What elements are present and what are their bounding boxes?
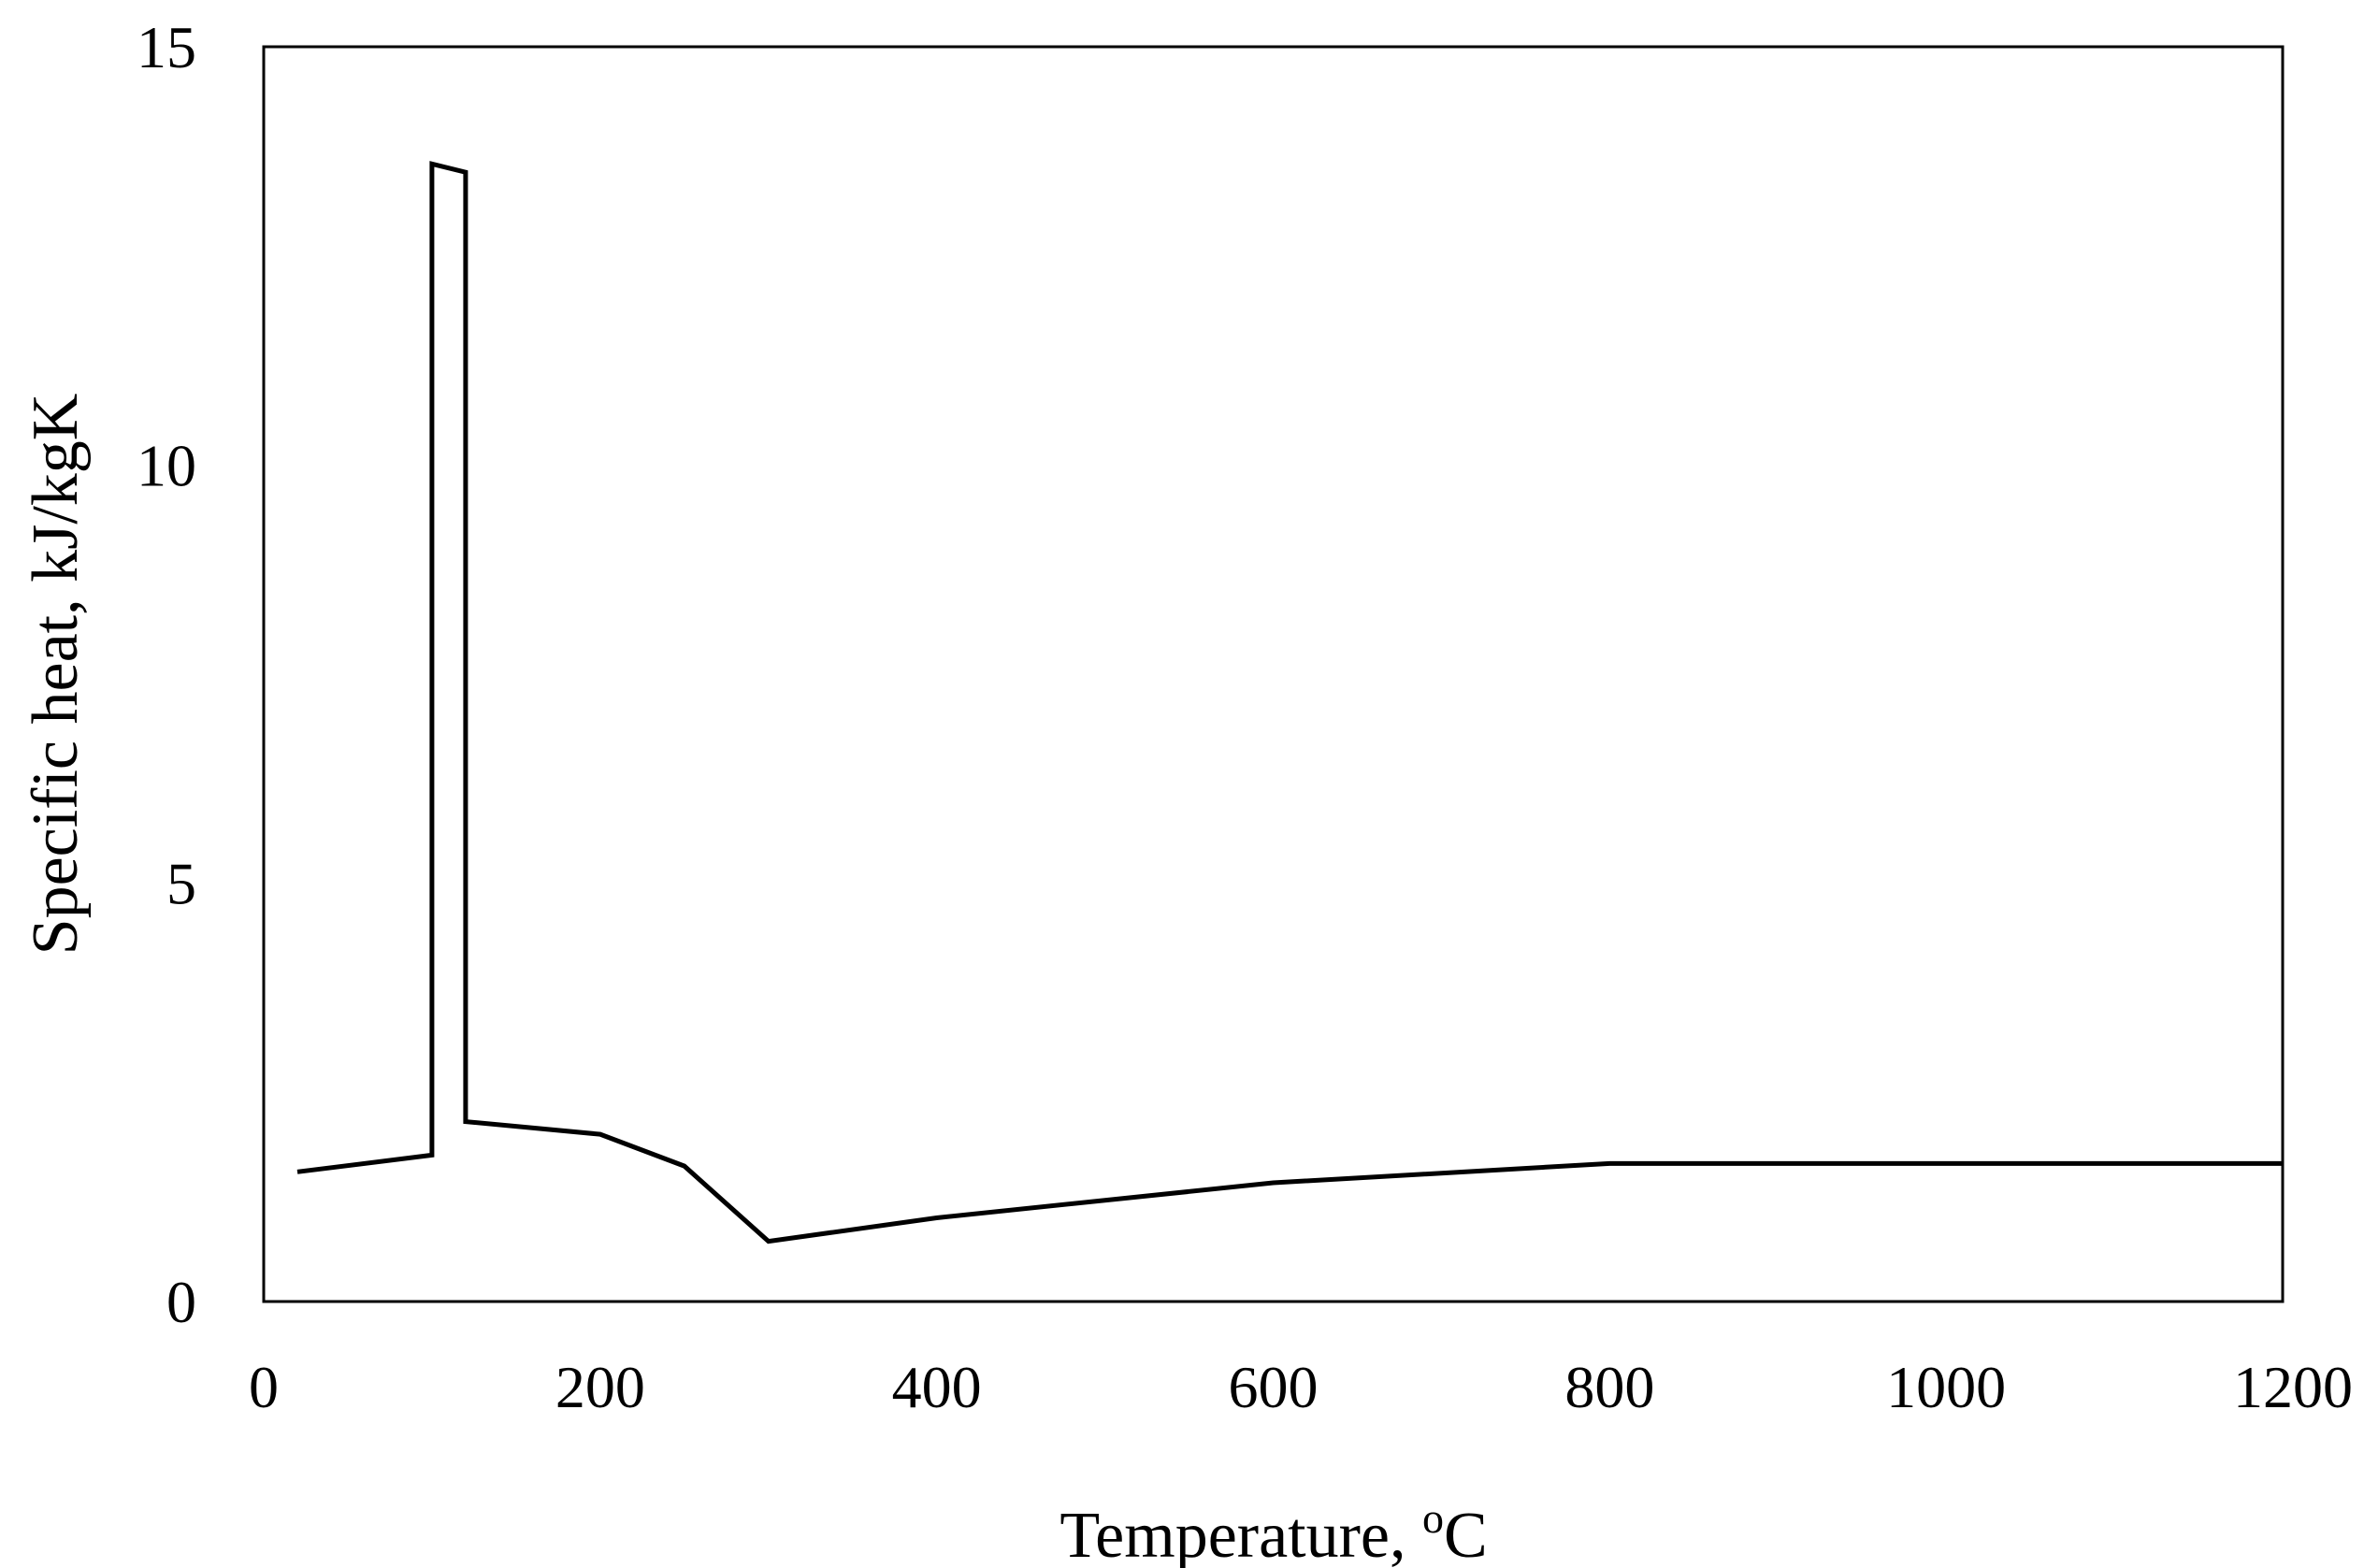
x-tick-label: 800 bbox=[1564, 1354, 1654, 1420]
series-lines bbox=[296, 161, 2283, 1244]
x-axis-title-text: Temperature, bbox=[1059, 1500, 1422, 1568]
plot-area-frame bbox=[262, 45, 2285, 1303]
y-tick-label: 15 bbox=[137, 14, 196, 80]
x-tick-label: 0 bbox=[249, 1354, 279, 1420]
x-tick-label: 600 bbox=[1229, 1354, 1319, 1420]
x-axis-title: Temperature, oC bbox=[1059, 1494, 1487, 1568]
x-tick-label: 1000 bbox=[1886, 1354, 2006, 1420]
y-axis-title: Specific heat, kJ/kgK bbox=[20, 394, 92, 956]
y-tick-label: 5 bbox=[166, 851, 196, 917]
series-line bbox=[296, 161, 2283, 1244]
y-tick-labels: 0 5 10 15 bbox=[137, 14, 196, 1335]
x-axis-title-unit: C bbox=[1444, 1500, 1488, 1568]
x-axis-title-unit-superscript: o bbox=[1422, 1494, 1444, 1542]
x-tick-label: 1200 bbox=[2233, 1354, 2353, 1420]
x-tick-label: 400 bbox=[892, 1354, 982, 1420]
x-tick-label: 200 bbox=[555, 1354, 645, 1420]
x-tick-labels: 0 200 400 600 800 1000 1200 bbox=[249, 1354, 2353, 1420]
y-tick-label: 10 bbox=[137, 432, 196, 498]
y-tick-label: 0 bbox=[166, 1269, 196, 1335]
